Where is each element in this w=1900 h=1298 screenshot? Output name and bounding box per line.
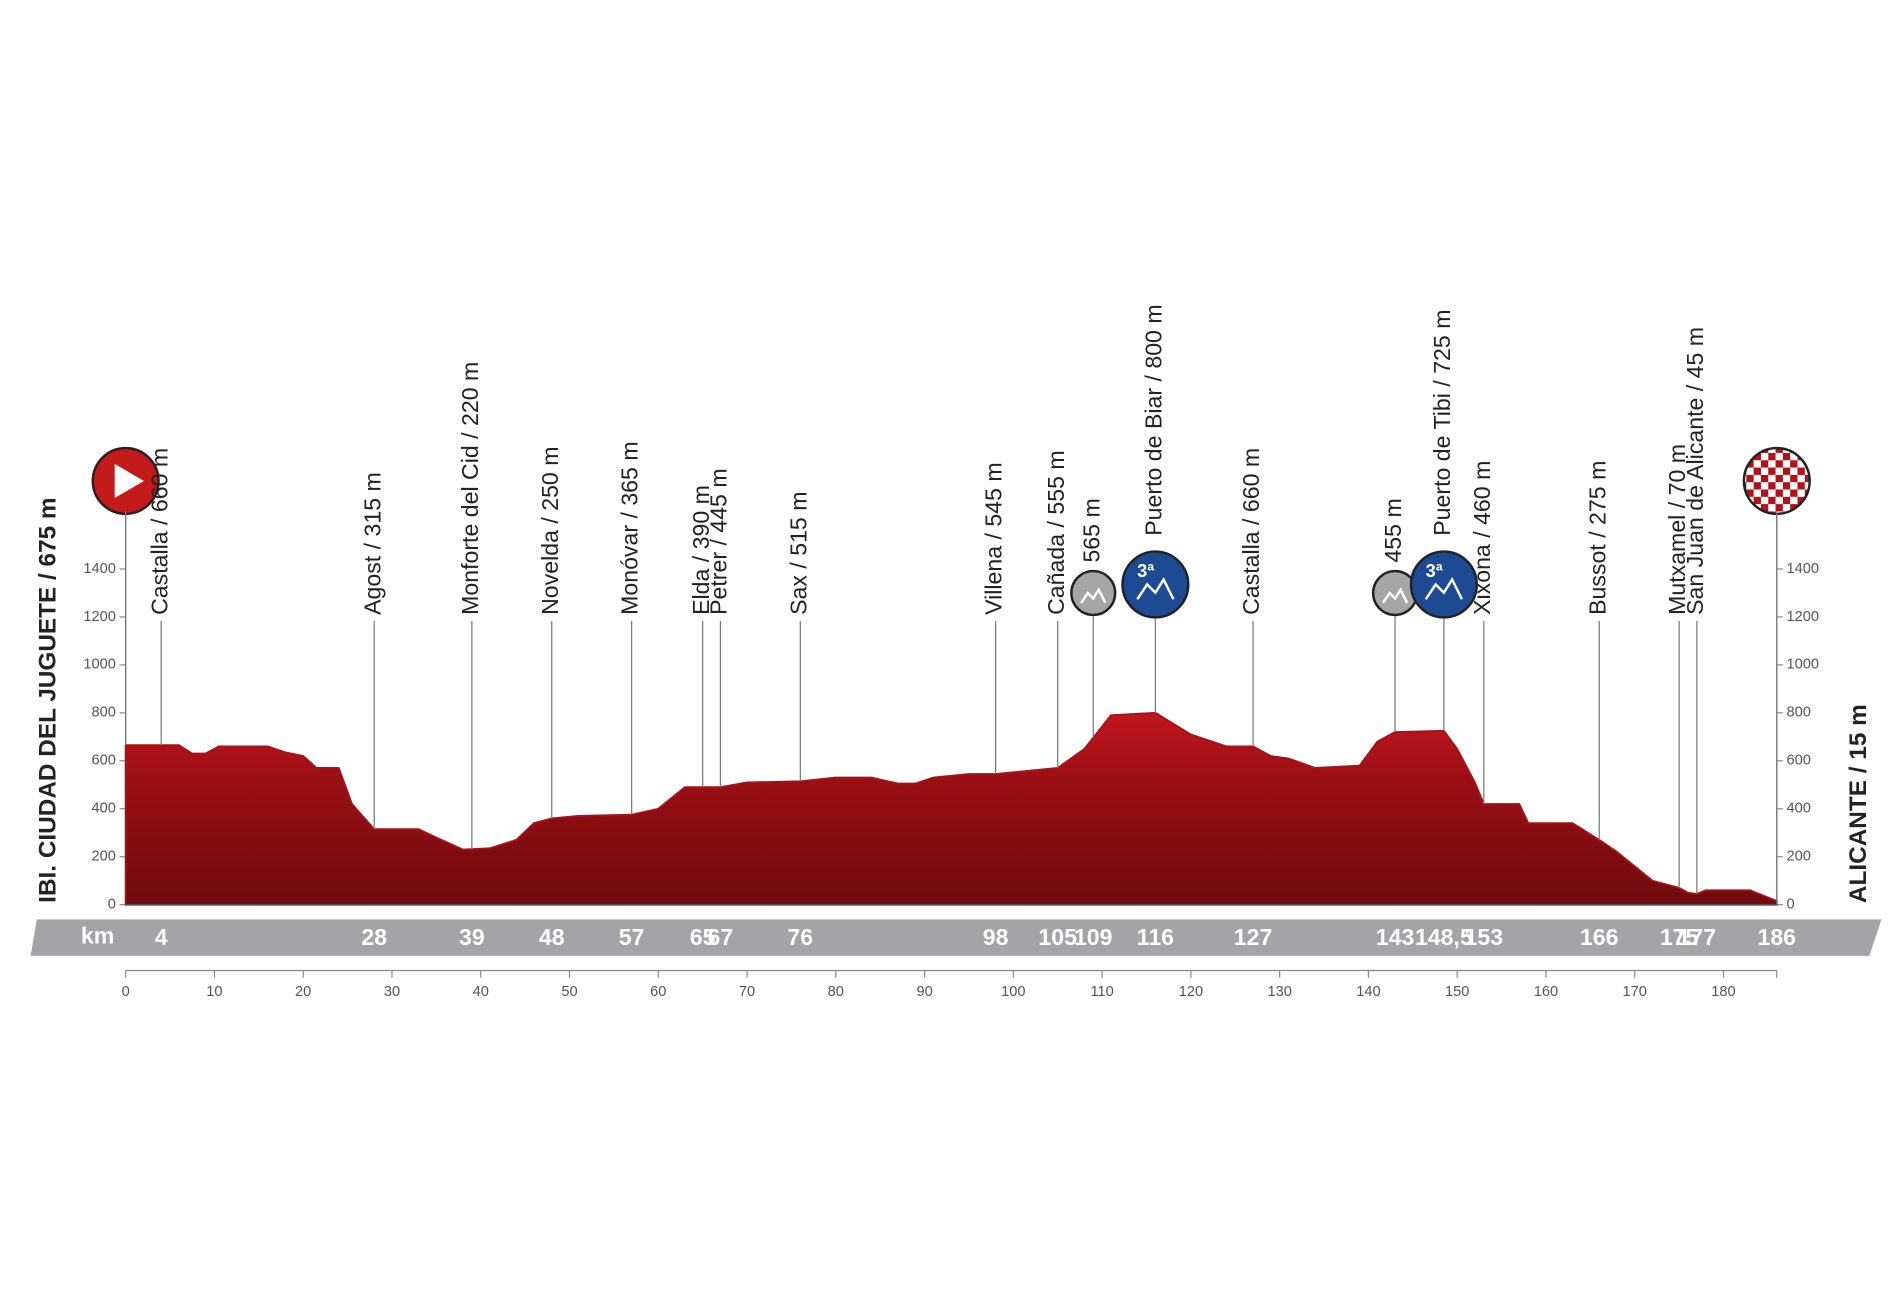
x-tick-label: 120	[1179, 984, 1203, 1000]
x-tick-label: 50	[561, 984, 577, 1000]
waypoint-label: Monforte del Cid / 220 m	[457, 362, 483, 615]
x-tick-label: 10	[206, 984, 222, 1000]
y-tick-label: 600	[1787, 753, 1811, 769]
km-label: 127	[1234, 924, 1273, 950]
km-label: 153	[1465, 924, 1504, 950]
km-label: 186	[1757, 924, 1796, 950]
icon-mountain	[1080, 587, 1107, 604]
waypoint-label: Elda / 390 m	[688, 485, 714, 615]
y-tick-label: 1200	[1787, 609, 1820, 625]
y-tick-label: 1400	[1787, 561, 1820, 577]
x-tick-label: 140	[1356, 984, 1380, 1000]
icon-circle	[1409, 550, 1478, 619]
km-label: 143	[1376, 924, 1415, 950]
km-label: 4	[155, 924, 168, 950]
icon-mountain	[1424, 577, 1464, 600]
y-tick-label: 800	[92, 705, 116, 721]
x-tick-label: 20	[295, 984, 311, 1000]
climb-icon	[1371, 569, 1419, 617]
km-label: 39	[459, 924, 485, 950]
y-tick-label: 1000	[1787, 657, 1820, 673]
km-label: 48	[539, 924, 565, 950]
km-label: 67	[708, 924, 734, 950]
waypoint-label: Mutxamel / 70 m	[1664, 444, 1690, 615]
climb-icon: 3ª	[1121, 550, 1190, 619]
waypoint-label: Bussot / 275 m	[1584, 461, 1610, 615]
km-label: 28	[361, 924, 387, 950]
x-tick-label: 160	[1534, 984, 1558, 1000]
climb-icon	[1070, 569, 1117, 617]
climb-category: 3ª	[1426, 560, 1443, 581]
km-label: 177	[1678, 924, 1717, 950]
icon-circle	[1371, 569, 1419, 617]
x-tick-label: 100	[1001, 984, 1025, 1000]
icon-circle	[1070, 569, 1117, 617]
climb-category: 3ª	[1137, 560, 1154, 581]
y-tick-label: 1400	[83, 561, 116, 577]
x-tick-label: 90	[916, 984, 932, 1000]
waypoint-label: Villena / 545 m	[981, 462, 1007, 615]
waypoint-label: Xixona / 460 m	[1469, 461, 1495, 615]
waypoint-label: Sax / 515 m	[785, 491, 811, 614]
km-label: 65	[690, 924, 716, 950]
waypoint-label: Agost / 315 m	[359, 472, 385, 615]
x-tick-label: 80	[828, 984, 844, 1000]
x-tick-label: 30	[384, 984, 400, 1000]
x-tick-label: 150	[1445, 984, 1469, 1000]
finish-marker	[1742, 446, 1811, 516]
x-tick-label: 110	[1090, 984, 1113, 1000]
km-label: 116	[1137, 924, 1174, 950]
km-label: 166	[1580, 924, 1619, 950]
km-label: 98	[983, 924, 1009, 950]
waypoint-label: Puerto de Tibi / 725 m	[1429, 310, 1455, 536]
km-label: 109	[1074, 924, 1113, 950]
x-tick-label: 170	[1623, 984, 1647, 1000]
x-tick-label: 60	[650, 984, 666, 1000]
start-label: IBI. CIUDAD DEL JUGUETE / 675 m	[34, 497, 61, 902]
waypoint-label: Petrer / 445 m	[706, 468, 732, 615]
km-label: 175	[1660, 924, 1699, 950]
y-tick-label: 0	[1787, 897, 1795, 913]
finish-label: ALICANTE / 15 m	[1845, 704, 1872, 903]
waypoint-label: 455 m	[1380, 498, 1406, 562]
climb-icon: 3ª	[1409, 550, 1478, 619]
km-label: 76	[787, 924, 813, 950]
waypoint-label: 565 m	[1078, 498, 1104, 562]
icon-mountain	[1381, 587, 1409, 604]
icon-mountain	[1136, 577, 1175, 600]
x-tick-label: 130	[1267, 984, 1291, 1000]
y-tick-label: 600	[92, 753, 116, 769]
x-tick-label: 0	[122, 984, 130, 1000]
y-tick-label: 800	[1787, 705, 1811, 721]
km-label: 148,5	[1415, 924, 1473, 950]
km-label: 57	[619, 924, 645, 950]
waypoint-label: Castalla / 660 m	[146, 448, 172, 615]
y-tick-label: 200	[1787, 849, 1811, 865]
icon-circle	[1121, 550, 1190, 619]
waypoint-label: Novelda / 250 m	[537, 447, 563, 615]
y-tick-label: 1200	[83, 609, 116, 625]
km-bar	[30, 919, 1882, 956]
x-tick-label: 180	[1711, 984, 1735, 1000]
y-tick-label: 200	[92, 849, 116, 865]
y-tick-label: 400	[1787, 801, 1811, 817]
y-tick-label: 1000	[83, 657, 116, 673]
waypoint-label: San Juan de Alicante / 45 m	[1682, 327, 1708, 615]
waypoint-label: Cañada / 555 m	[1043, 450, 1069, 615]
km-unit: km	[81, 923, 114, 949]
elevation-profile	[124, 711, 1778, 906]
waypoint-label: Puerto de Biar / 800 m	[1140, 304, 1166, 535]
y-tick-label: 400	[92, 801, 116, 817]
waypoint-label: Monóvar / 365 m	[617, 441, 643, 615]
x-tick-label: 70	[739, 984, 755, 1000]
y-tick-label: 0	[108, 897, 116, 913]
x-tick-label: 40	[473, 984, 489, 1000]
waypoint-label: Castalla / 660 m	[1238, 448, 1264, 615]
km-label: 105	[1038, 924, 1077, 950]
